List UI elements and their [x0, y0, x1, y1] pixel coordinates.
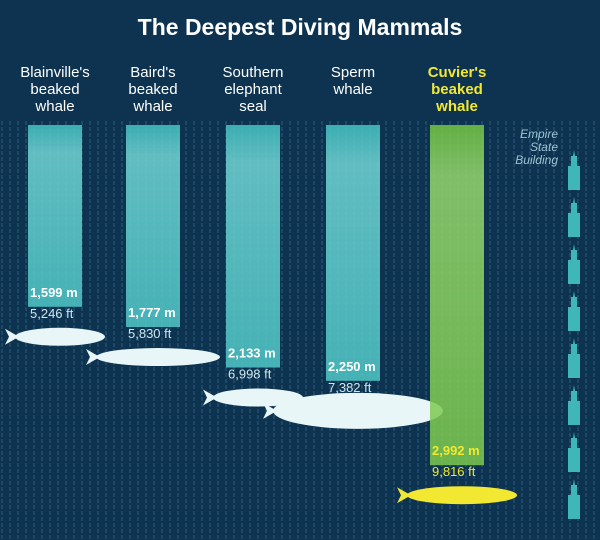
building-icon — [568, 150, 580, 190]
chart-title: The Deepest Diving Mammals — [137, 14, 463, 40]
animal-silhouette — [96, 348, 220, 367]
animal-silhouette — [407, 486, 517, 505]
animal-tail — [263, 402, 277, 419]
category-label: Blainville's beaked whale — [20, 64, 90, 115]
feet-label: 5,246 ft — [30, 306, 74, 321]
bar-sheen — [28, 125, 82, 307]
category-label: Cuvier's beaked whale — [427, 64, 487, 115]
building-icon — [568, 338, 580, 378]
feet-label: 9,816 ft — [432, 464, 476, 479]
building-icon — [568, 432, 580, 472]
category-label: Sperm whale — [330, 64, 376, 98]
value-label: 2,992 m — [432, 443, 480, 458]
bar-sheen — [126, 125, 180, 328]
bar-sheen — [430, 125, 484, 466]
value-label: 1,777 m — [128, 305, 176, 320]
value-label: 2,133 m — [228, 346, 276, 361]
animal-silhouette — [273, 392, 443, 429]
animal-tail — [86, 349, 100, 366]
value-label: 2,250 m — [328, 359, 376, 374]
annotation: Empire State Building — [515, 127, 558, 167]
animal-tail — [5, 328, 19, 345]
bar-sheen — [226, 125, 280, 368]
value-label: 1,599 m — [30, 285, 78, 300]
category-label: Baird's beaked whale — [128, 64, 178, 115]
building-icon — [568, 197, 580, 237]
animal-silhouette — [213, 388, 303, 407]
category-label: Southern elephant seal — [222, 64, 284, 115]
feet-label: 7,382 ft — [328, 380, 372, 395]
building-icon — [568, 244, 580, 284]
animal-silhouette — [15, 327, 105, 346]
animal-tail — [397, 487, 411, 504]
bar-sheen — [326, 125, 380, 381]
water-texture — [0, 120, 600, 540]
animal-tail — [203, 389, 217, 406]
building-icon — [568, 385, 580, 425]
building-icon — [568, 479, 580, 519]
building-icon — [568, 291, 580, 331]
feet-label: 6,998 ft — [228, 367, 272, 382]
feet-label: 5,830 ft — [128, 326, 172, 341]
